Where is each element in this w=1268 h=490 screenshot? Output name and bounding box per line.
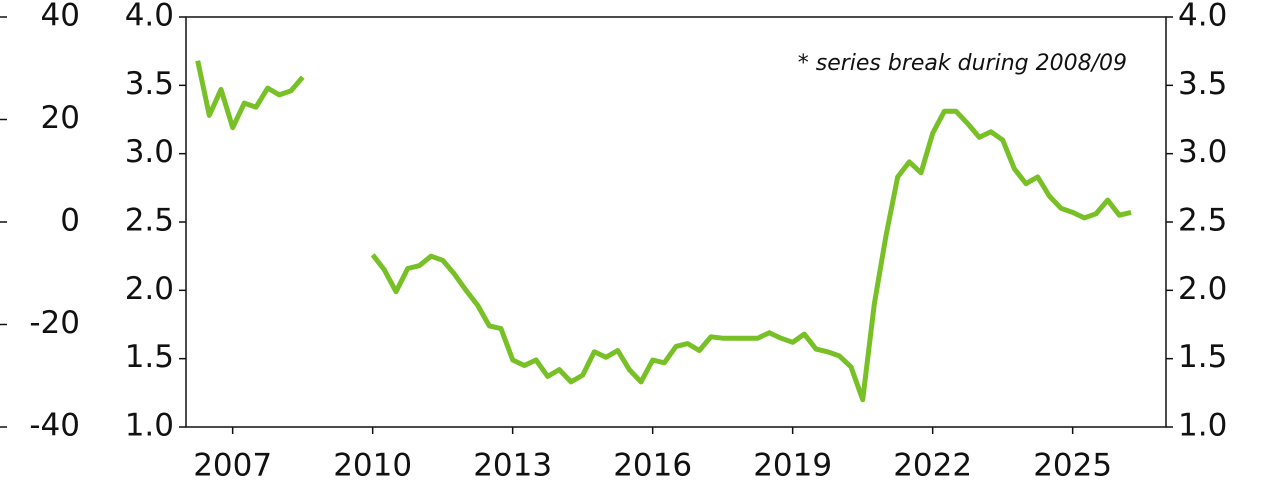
line-series <box>195 60 1132 403</box>
y-tick-label: 1.0 <box>125 408 174 444</box>
annotation: * series break during 2008/09 <box>798 51 1127 76</box>
y2-tick-label: 2.0 <box>1178 271 1227 307</box>
y-tick-label: 2.5 <box>125 203 174 239</box>
y2-tick-label: 1.5 <box>1178 339 1227 375</box>
x-tick-label: 2025 <box>1033 448 1112 484</box>
y2-tick-label: 3.5 <box>1178 66 1227 102</box>
y-tick-label: 2.0 <box>125 271 174 307</box>
x-tick-label: 2007 <box>193 448 272 484</box>
outer-y-tick-label: 40 <box>41 0 80 34</box>
outer-y-tick-label: 0 <box>60 203 80 239</box>
y2-tick-label: 3.0 <box>1178 134 1227 170</box>
y-tick-label: 1.5 <box>125 339 174 375</box>
y2-tick-label: 4.0 <box>1178 0 1227 34</box>
y-tick-label: 3.0 <box>125 134 174 170</box>
x-tick-label: 2010 <box>333 448 412 484</box>
x-tick-label: 2019 <box>753 448 832 484</box>
x-tick-label: 2022 <box>893 448 972 484</box>
plot-frame <box>185 16 1167 428</box>
outer-y-tick-label: -40 <box>29 408 80 444</box>
y2-tick-label: 1.0 <box>1178 408 1227 444</box>
x-tick-label: 2013 <box>473 448 552 484</box>
y2-tick-label: 2.5 <box>1178 203 1227 239</box>
outer-y-tick-label: 20 <box>41 100 80 136</box>
outer-y-tick-label: -20 <box>29 305 80 341</box>
y-tick-label: 4.0 <box>125 0 174 34</box>
y-tick-label: 3.5 <box>125 66 174 102</box>
x-tick-label: 2016 <box>613 448 692 484</box>
